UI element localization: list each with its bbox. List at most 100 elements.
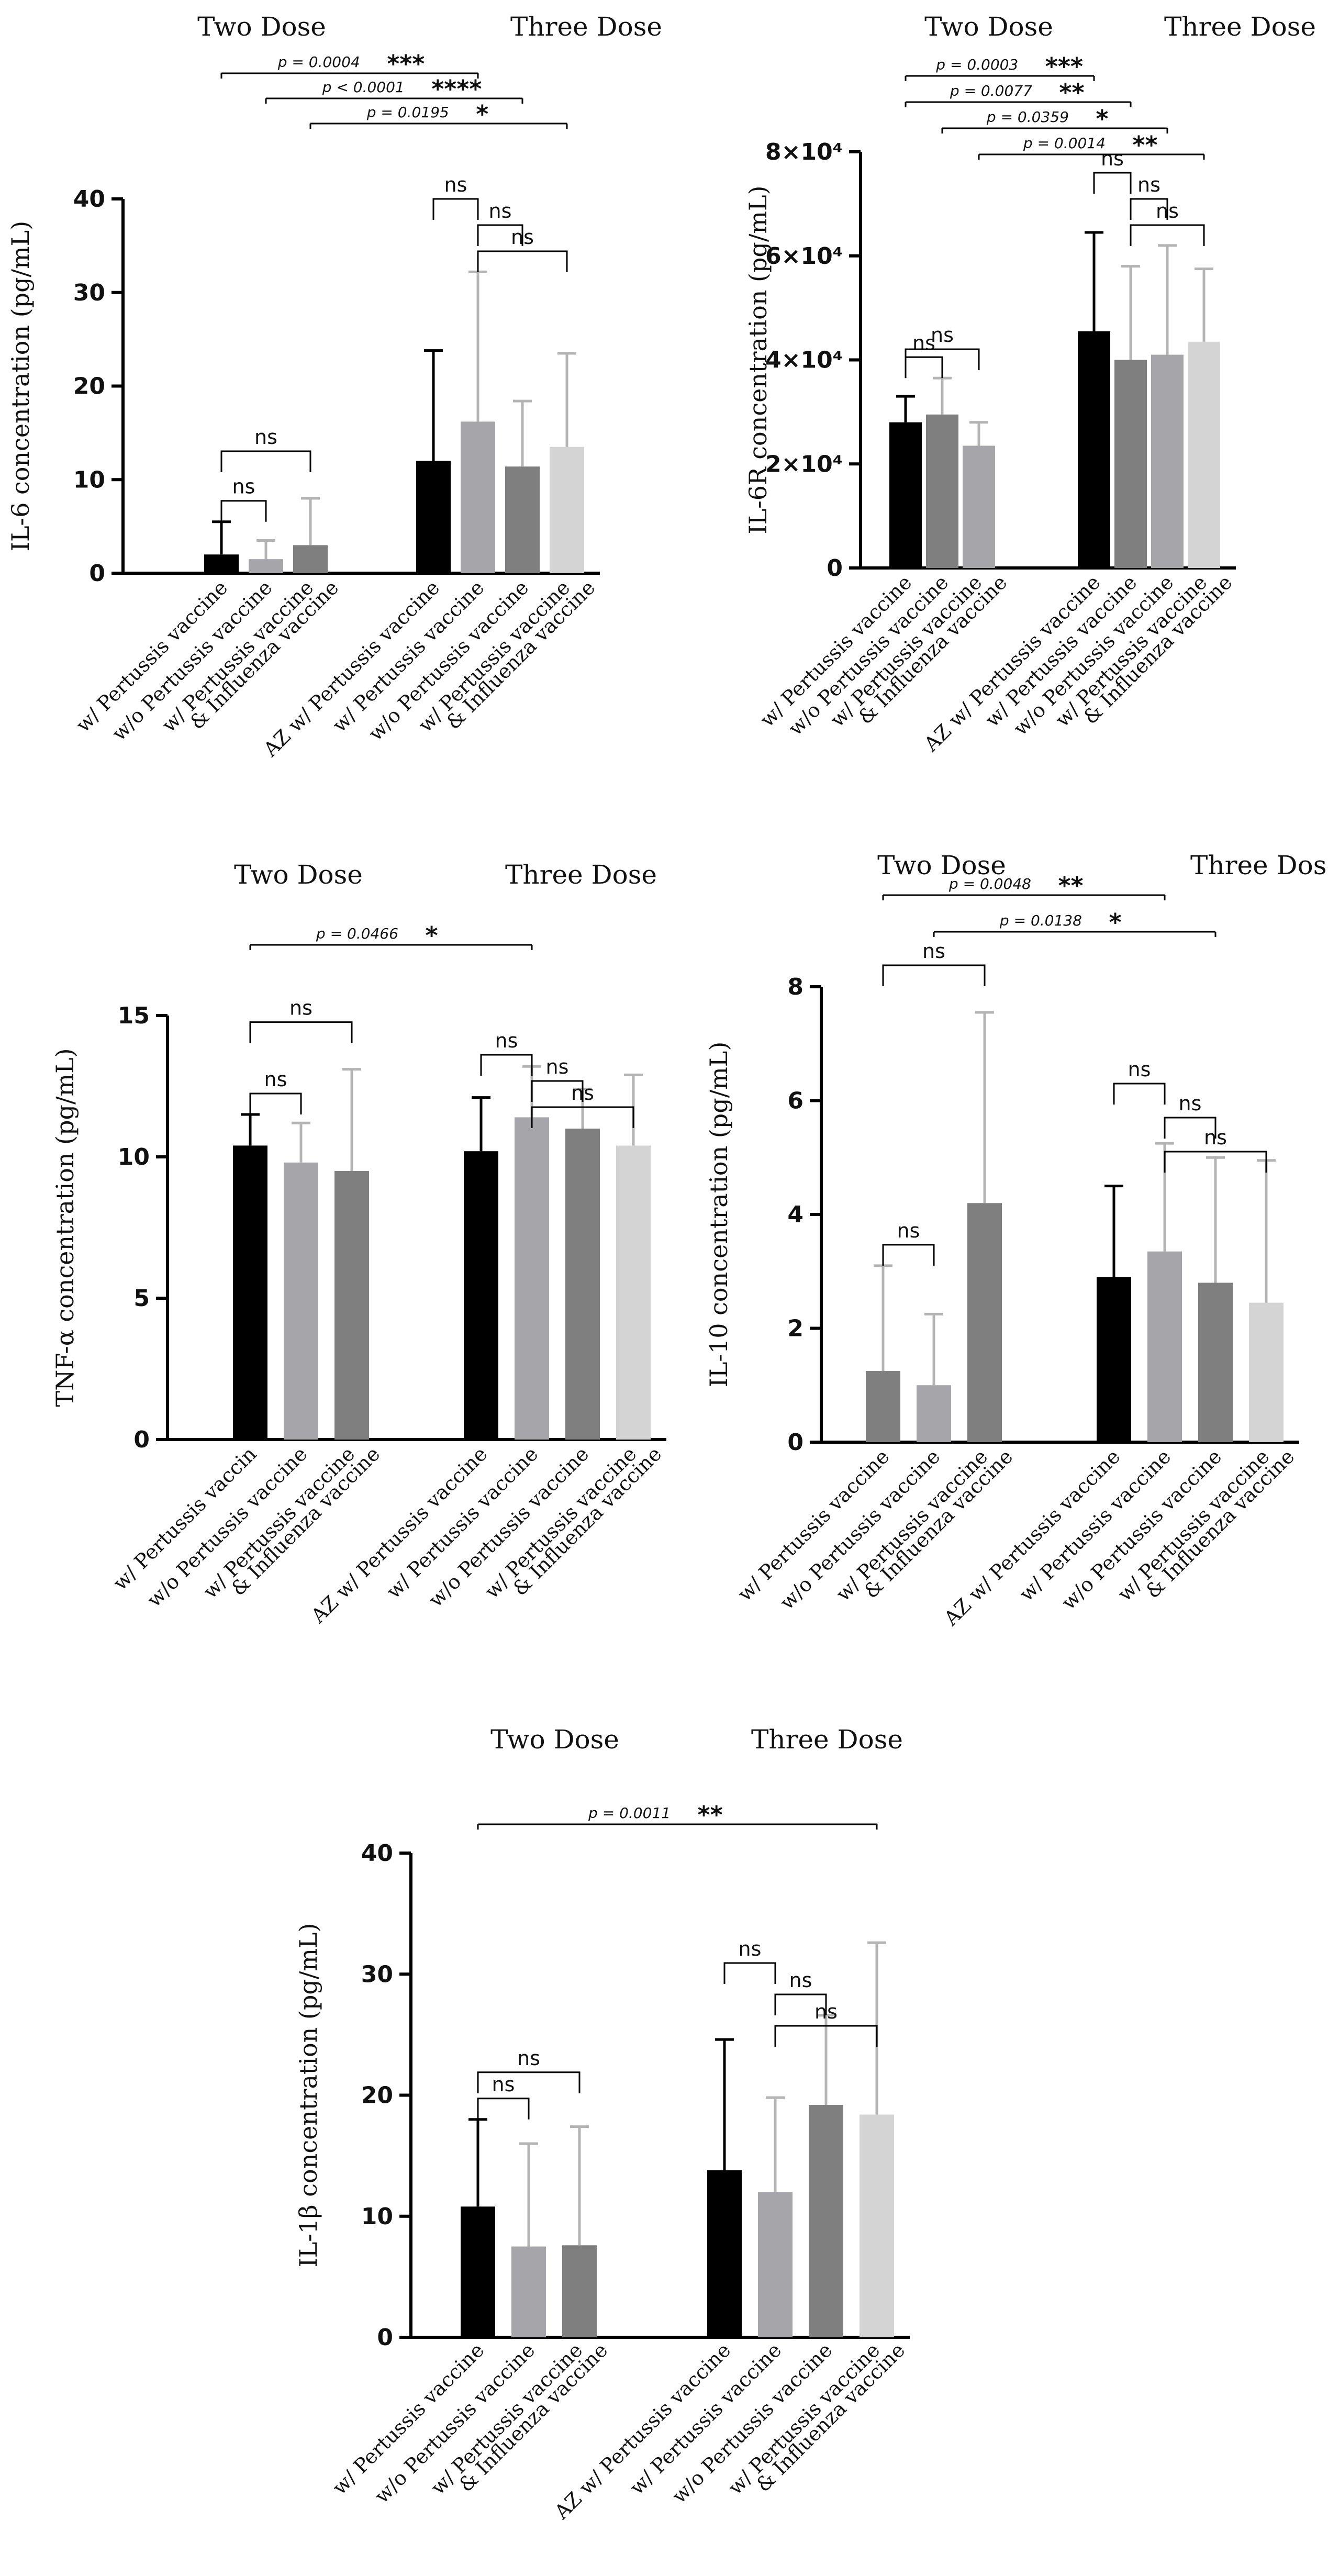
y-tick-label: 0 <box>787 1429 804 1456</box>
y-tick-label: 30 <box>361 1961 393 1988</box>
ns-label: ns <box>571 1081 594 1105</box>
bar <box>565 1129 600 1440</box>
ns-label: ns <box>814 2000 838 2023</box>
p-value-label: p < 0.0001 <box>322 79 405 96</box>
significance-stars: * <box>425 921 438 950</box>
p-value-label: p = 0.0077 <box>950 82 1032 99</box>
y-tick-label: 10 <box>361 2203 393 2230</box>
bar <box>461 2206 495 2337</box>
bar <box>926 414 958 568</box>
bar <box>461 421 495 573</box>
y-tick-label: 10 <box>73 466 105 493</box>
y-tick-label: 6 <box>787 1088 804 1114</box>
ns-label: ns <box>289 997 313 1020</box>
ns-label: ns <box>1179 1092 1202 1115</box>
ns-label: ns <box>254 426 277 449</box>
significance-stars: * <box>1096 105 1108 133</box>
p-value-label: p = 0.0466 <box>316 925 398 942</box>
significance-bracket <box>432 198 479 220</box>
significance-bracket <box>220 450 311 472</box>
bar <box>889 422 922 568</box>
bar <box>334 1171 369 1440</box>
y-tick-label: 0 <box>827 555 843 582</box>
p-value-label: p = 0.0138 <box>999 912 1082 929</box>
group-header: Three Dose <box>1190 850 1328 880</box>
significance-bracket <box>249 1021 353 1043</box>
tnfa-chart: Two Dose Three Dose 0 5 10 15 TNF-α concentrat… <box>51 860 666 1628</box>
significance-stars: ** <box>1132 131 1157 159</box>
bar <box>616 1145 651 1440</box>
y-tick-label: 15 <box>118 1002 150 1029</box>
p-value-label: p = 0.0003 <box>935 56 1018 73</box>
y-tick-label: 8 <box>787 974 804 1000</box>
bar <box>233 1145 267 1440</box>
ns-label: ns <box>489 199 512 222</box>
bar <box>1097 1277 1131 1442</box>
bar <box>515 1117 549 1440</box>
significance-stars: *** <box>1045 52 1083 81</box>
bar <box>758 2192 793 2337</box>
p-value-label: p = 0.0014 <box>1023 135 1106 152</box>
y-axis-label: IL-6R concentration (pg/mL) <box>744 186 772 534</box>
ns-label: ns <box>492 2073 515 2096</box>
significance-bracket <box>882 964 986 986</box>
bar <box>866 1371 900 1442</box>
y-tick-label: 8×10⁴ <box>765 139 843 165</box>
significance-bracket <box>723 1962 776 1984</box>
bar <box>511 2246 546 2337</box>
p-value-label: p = 0.0011 <box>588 1804 671 1822</box>
il6-chart: Two Dose Three Dose 0 10 20 30 40 IL-6 concentr… <box>6 12 662 762</box>
y-tick-label: 2×10⁴ <box>765 451 843 477</box>
bar <box>860 2114 894 2337</box>
y-tick-label: 20 <box>73 373 105 400</box>
y-axis-label: IL-1β concentration (pg/mL) <box>294 1923 322 2268</box>
il6r-chart: Two Dose Three Dose 0 2×10⁴ 4×10⁴ 6×10⁴ 8×10⁴ I… <box>744 12 1316 756</box>
y-tick-label: 2 <box>787 1315 804 1342</box>
significance-bracket <box>905 356 943 378</box>
bar <box>416 461 451 573</box>
bar <box>1147 1251 1182 1442</box>
bar <box>917 1385 951 1442</box>
significance-bracket <box>249 1092 302 1114</box>
group-header: Three Dose <box>505 860 657 890</box>
ns-label: ns <box>444 173 467 196</box>
ns-label: ns <box>1128 1058 1151 1081</box>
y-tick-label: 4 <box>787 1201 804 1228</box>
significance-stars: **** <box>431 75 482 103</box>
bar <box>963 445 995 568</box>
significance-bracket <box>477 250 568 272</box>
significance-stars: * <box>1109 908 1121 936</box>
bar <box>550 447 584 573</box>
bar <box>1198 1283 1233 1442</box>
il10-chart: Two Dose Three Dose 0 2 4 6 8 IL-10 concentrati… <box>705 850 1328 1631</box>
y-tick-label: 20 <box>361 2082 393 2109</box>
p-value-label: p = 0.0195 <box>366 104 449 121</box>
ns-label: ns <box>931 324 954 347</box>
bar <box>1078 331 1110 568</box>
bar <box>707 2170 742 2337</box>
bar <box>1249 1302 1284 1442</box>
y-tick-label: 0 <box>133 1426 150 1453</box>
significance-bracket <box>1093 172 1132 194</box>
group-header: Two Dose <box>924 12 1053 42</box>
y-axis-label: TNF-α concentration (pg/mL) <box>51 1048 79 1407</box>
p-value-label: p = 0.0048 <box>948 875 1031 893</box>
ns-label: ns <box>264 1068 287 1091</box>
p-value-label: p = 0.0359 <box>986 108 1069 126</box>
significance-bracket <box>477 2071 581 2093</box>
y-tick-label: 6×10⁴ <box>765 243 843 270</box>
bar <box>505 466 540 573</box>
ns-label: ns <box>1137 173 1160 196</box>
bar <box>562 2245 597 2337</box>
y-tick-label: 5 <box>133 1285 150 1312</box>
ns-label: ns <box>1156 199 1179 222</box>
group-header: Three Dose <box>510 12 662 42</box>
bar <box>284 1162 318 1440</box>
y-tick-label: 40 <box>73 186 105 213</box>
y-tick-label: 4×10⁴ <box>765 347 843 374</box>
y-tick-label: 40 <box>361 1840 393 1867</box>
y-tick-label: 30 <box>73 280 105 306</box>
group-header: Two Dose <box>234 860 363 890</box>
significance-bracket <box>905 348 980 371</box>
